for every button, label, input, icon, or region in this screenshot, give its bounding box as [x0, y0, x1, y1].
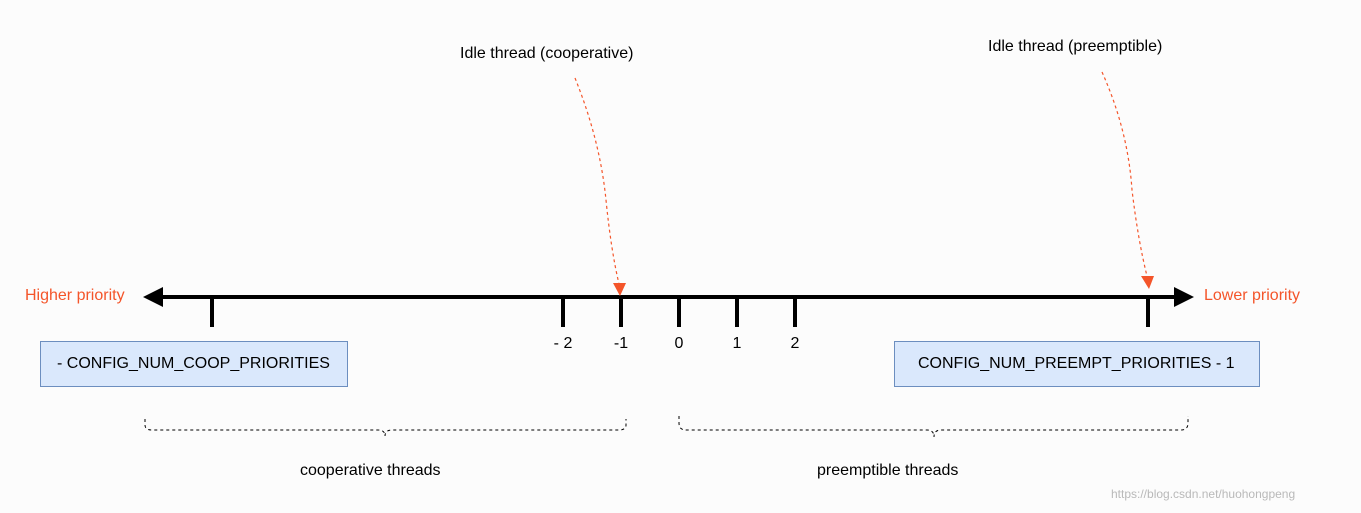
tick-label-2: 2 — [790, 335, 800, 352]
tick-label-neg2: - 2 — [553, 335, 573, 352]
tick-label-0: 0 — [674, 335, 684, 352]
preempt-range-brace — [678, 416, 1189, 438]
idle-coop-arrowhead — [613, 283, 626, 296]
watermark-url: https://blog.csdn.net/huohongpeng — [1111, 487, 1296, 501]
preempt-priorities-box: CONFIG_NUM_PREEMPT_PRIORITIES - 1 — [894, 341, 1260, 387]
idle-thread-preempt-label: Idle thread (preemptible) — [988, 38, 1163, 55]
preemptible-threads-label: preemptible threads — [817, 462, 959, 479]
coop-priorities-label: - CONFIG_NUM_COOP_PRIORITIES — [57, 355, 330, 372]
tick-label-neg1: -1 — [613, 335, 629, 352]
coop-priorities-box: - CONFIG_NUM_COOP_PRIORITIES — [40, 341, 348, 387]
idle-preempt-arrowhead — [1141, 276, 1154, 289]
higher-priority-label: Higher priority — [25, 287, 125, 304]
preempt-priorities-label: CONFIG_NUM_PREEMPT_PRIORITIES - 1 — [918, 355, 1235, 372]
idle-thread-coop-label: Idle thread (cooperative) — [460, 45, 634, 62]
coop-range-brace — [144, 419, 627, 437]
lower-priority-label: Lower priority — [1204, 287, 1301, 304]
idle-coop-arrow — [574, 77, 620, 285]
cooperative-threads-label: cooperative threads — [300, 462, 441, 479]
tick-label-1: 1 — [732, 335, 742, 352]
axis-right-arrowhead — [1174, 287, 1194, 307]
axis-left-arrowhead — [143, 287, 163, 307]
idle-preempt-arrow — [1101, 71, 1148, 277]
